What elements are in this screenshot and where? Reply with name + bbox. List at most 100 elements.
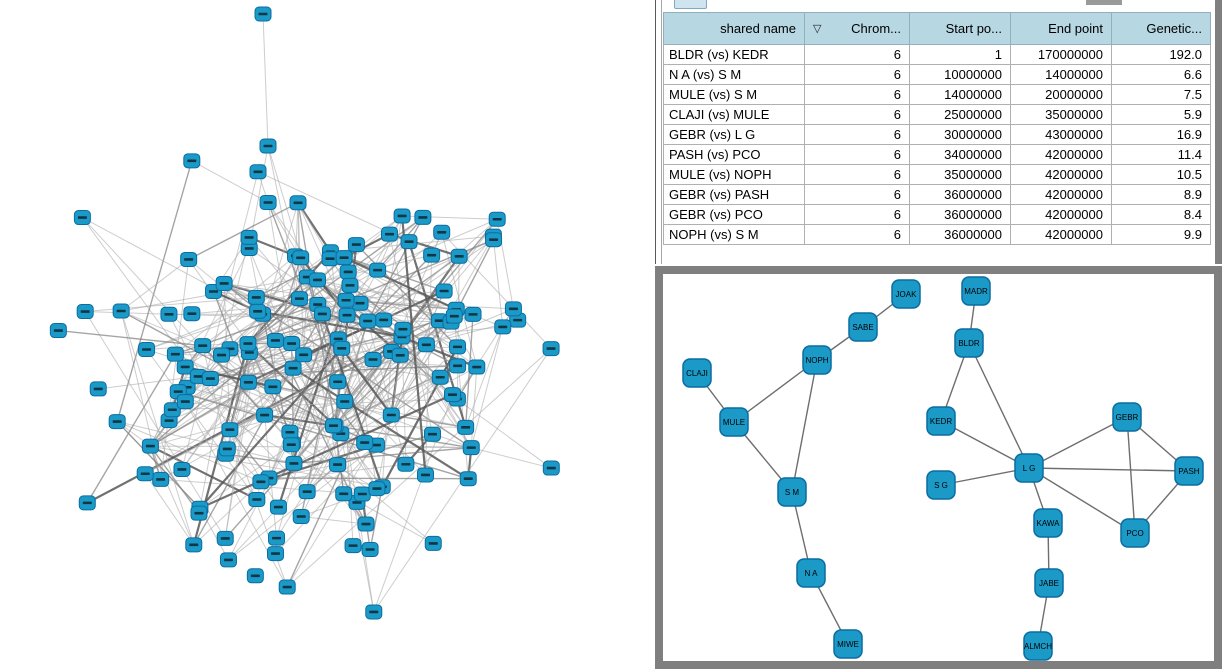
network-node[interactable] [247, 289, 265, 305]
network-node[interactable] [292, 509, 310, 525]
table-cell[interactable]: 10000000 [909, 64, 1011, 85]
network-node[interactable] [218, 441, 236, 457]
network-node[interactable] [180, 251, 198, 267]
network-node[interactable] [542, 341, 560, 357]
table-cell[interactable]: CLAJI (vs) MULE [663, 104, 805, 125]
network-node[interactable] [183, 306, 201, 322]
network-node[interactable] [347, 237, 365, 253]
table-row[interactable]: GEBR (vs) PCO 6 36000000 42000000 8.4 [663, 204, 1211, 225]
network-node[interactable] [190, 505, 208, 521]
network-node[interactable] [468, 359, 486, 375]
network-node[interactable] [380, 226, 398, 242]
table-cell[interactable]: 8.9 [1111, 184, 1211, 205]
network-node[interactable] [364, 351, 382, 367]
network-edge[interactable] [791, 359, 818, 493]
network-node[interactable] [462, 440, 480, 456]
network-node[interactable] [239, 336, 257, 352]
table-cell[interactable]: 36000000 [909, 204, 1011, 225]
network-node[interactable] [335, 486, 353, 502]
network-node[interactable] [219, 552, 237, 568]
table-row[interactable]: BLDR (vs) KEDR 6 1 170000000 192.0 [663, 44, 1211, 65]
network-node[interactable] [216, 530, 234, 546]
network-edge[interactable] [120, 310, 195, 545]
network-edge[interactable] [291, 300, 347, 444]
network-edge[interactable] [247, 255, 296, 344]
network-edge[interactable] [1028, 416, 1128, 469]
network-node[interactable] [240, 229, 258, 245]
network-node-madr[interactable]: MADR [961, 276, 991, 306]
table-cell[interactable]: 42000000 [1010, 184, 1112, 205]
network-node[interactable] [112, 303, 130, 319]
network-node[interactable] [221, 422, 239, 438]
network-node[interactable] [509, 312, 527, 328]
table-row[interactable]: NOPH (vs) S M 6 36000000 42000000 9.9 [663, 224, 1211, 245]
network-edge[interactable] [149, 445, 195, 546]
network-edge[interactable] [272, 336, 403, 388]
network-edge[interactable] [116, 160, 193, 422]
table-cell[interactable]: N A (vs) S M [663, 64, 805, 85]
table-cell[interactable]: 6 [804, 84, 910, 105]
network-node[interactable] [108, 414, 126, 430]
network-edge[interactable] [400, 215, 427, 476]
network-node[interactable] [268, 530, 286, 546]
table-cell[interactable]: 20000000 [1010, 84, 1112, 105]
network-edge[interactable] [202, 345, 266, 416]
network-node[interactable] [504, 301, 522, 317]
network-node-kedr[interactable]: KEDR [926, 406, 956, 436]
network-edge[interactable] [84, 311, 226, 539]
table-cell[interactable]: 6 [804, 164, 910, 185]
network-edge[interactable] [390, 346, 458, 416]
network-node[interactable] [414, 209, 432, 225]
network-node[interactable] [416, 467, 434, 483]
network-edge[interactable] [267, 145, 300, 299]
network-edge[interactable] [369, 486, 383, 550]
table-cell[interactable]: 9.9 [1111, 224, 1211, 245]
table-cell[interactable]: 34000000 [909, 144, 1011, 165]
network-edge[interactable] [272, 386, 466, 428]
network-edge[interactable] [267, 202, 293, 344]
network-edge[interactable] [343, 256, 457, 311]
column-header-shared-name[interactable]: shared name [663, 12, 805, 45]
table-cell[interactable]: 192.0 [1111, 44, 1211, 65]
network-edge[interactable] [262, 13, 269, 147]
network-edge[interactable] [120, 310, 203, 347]
network-node[interactable] [397, 456, 415, 472]
table-cell[interactable]: 16.9 [1111, 124, 1211, 145]
network-edge[interactable] [268, 477, 469, 480]
network-edge[interactable] [297, 202, 332, 253]
network-edge[interactable] [307, 276, 458, 348]
network-node[interactable] [424, 535, 442, 551]
network-edge[interactable] [383, 218, 498, 321]
network-node[interactable] [215, 275, 233, 291]
network-node[interactable] [344, 538, 362, 554]
network-node[interactable] [240, 240, 258, 256]
network-node[interactable] [166, 346, 184, 362]
network-node[interactable] [394, 321, 412, 337]
network-edge[interactable] [340, 347, 393, 416]
network-edge[interactable] [116, 421, 262, 483]
network-node[interactable] [248, 491, 266, 507]
network-node-mule[interactable]: MULE [719, 407, 749, 437]
network-edge[interactable] [470, 367, 478, 448]
network-edge[interactable] [471, 447, 552, 469]
network-edge[interactable] [98, 375, 199, 390]
network-node[interactable] [269, 499, 287, 515]
network-node[interactable] [239, 374, 257, 390]
network-node[interactable] [138, 341, 156, 357]
network-edge[interactable] [229, 348, 294, 369]
network-edge[interactable] [377, 215, 403, 271]
network-edge[interactable] [367, 320, 407, 465]
network-node[interactable] [494, 319, 512, 335]
table-cell[interactable]: 42000000 [1010, 144, 1112, 165]
network-edge[interactable] [175, 255, 296, 355]
large-network-canvas[interactable] [0, 0, 655, 669]
table-cell[interactable]: 6 [804, 184, 910, 205]
network-edge[interactable] [198, 365, 458, 378]
table-cell[interactable]: GEBR (vs) PASH [663, 184, 805, 205]
network-node-sabe[interactable]: SABE [848, 312, 878, 342]
network-node[interactable] [333, 340, 351, 356]
network-node[interactable] [152, 471, 170, 487]
network-node[interactable] [431, 369, 449, 385]
network-node[interactable] [400, 234, 418, 250]
network-node[interactable] [485, 232, 503, 248]
